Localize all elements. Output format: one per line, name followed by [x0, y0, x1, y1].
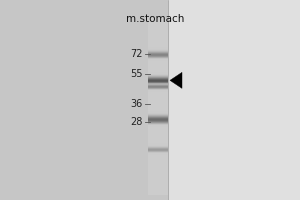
Polygon shape	[170, 72, 182, 88]
Text: m.stomach: m.stomach	[126, 14, 184, 24]
Text: 28: 28	[130, 117, 143, 127]
Bar	[168, 0, 300, 200]
Bar	[0, 0, 148, 200]
Text: 55: 55	[130, 69, 143, 79]
Text: 36: 36	[131, 99, 143, 109]
Text: 72: 72	[130, 49, 143, 59]
